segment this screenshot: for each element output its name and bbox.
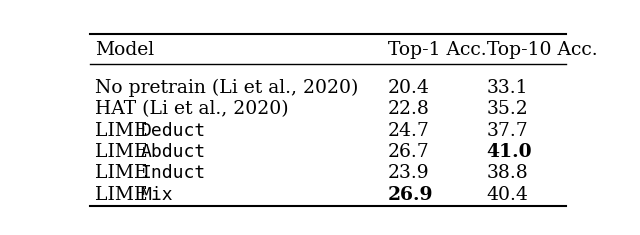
Text: 22.8: 22.8 bbox=[388, 100, 429, 118]
Text: Induct: Induct bbox=[140, 164, 205, 182]
Text: HAT (Li et al., 2020): HAT (Li et al., 2020) bbox=[95, 100, 289, 118]
Text: LIME: LIME bbox=[95, 143, 154, 161]
Text: 26.7: 26.7 bbox=[388, 143, 429, 161]
Text: 33.1: 33.1 bbox=[486, 79, 528, 97]
Text: Top-10 Acc.: Top-10 Acc. bbox=[486, 41, 597, 59]
Text: Abduct: Abduct bbox=[140, 143, 205, 161]
Text: 37.7: 37.7 bbox=[486, 121, 529, 140]
Text: 24.7: 24.7 bbox=[388, 121, 429, 140]
Text: 38.8: 38.8 bbox=[486, 164, 529, 182]
Text: 23.9: 23.9 bbox=[388, 164, 429, 182]
Text: 40.4: 40.4 bbox=[486, 186, 529, 204]
Text: Model: Model bbox=[95, 41, 154, 59]
Text: Deduct: Deduct bbox=[140, 121, 205, 140]
Text: 35.2: 35.2 bbox=[486, 100, 529, 118]
Text: LIME: LIME bbox=[95, 186, 154, 204]
Text: No pretrain (Li et al., 2020): No pretrain (Li et al., 2020) bbox=[95, 79, 358, 97]
Text: Top-1 Acc.: Top-1 Acc. bbox=[388, 41, 486, 59]
Text: 41.0: 41.0 bbox=[486, 143, 532, 161]
Text: 20.4: 20.4 bbox=[388, 79, 429, 97]
Text: Mix: Mix bbox=[140, 186, 173, 204]
Text: LIME: LIME bbox=[95, 121, 154, 140]
Text: 26.9: 26.9 bbox=[388, 186, 433, 204]
Text: LIME: LIME bbox=[95, 164, 154, 182]
